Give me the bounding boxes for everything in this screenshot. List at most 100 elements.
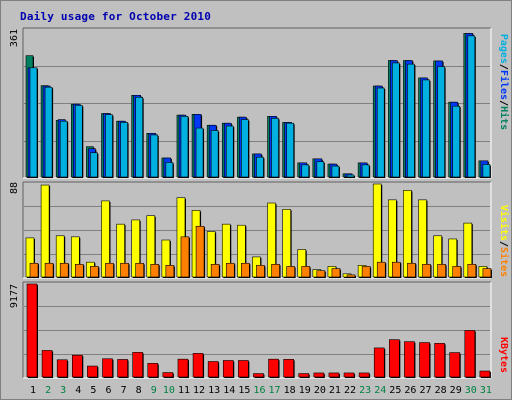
bar-pages-day-1 — [29, 67, 38, 178]
xtick-day-16: 16 — [253, 385, 265, 396]
bar-pages-day-7 — [120, 122, 128, 178]
xtick-day-29: 29 — [450, 385, 462, 396]
bar-sites-day-18 — [286, 266, 295, 278]
bar-kbytes-day-31 — [479, 370, 491, 378]
bar-pages-day-10 — [165, 162, 174, 178]
bar-sites-day-31 — [482, 268, 492, 278]
bar-kbytes-day-28 — [434, 343, 445, 378]
bar-kbytes-day-4 — [71, 354, 83, 378]
bar-sites-day-13 — [210, 264, 220, 278]
bar-sites-day-11 — [180, 236, 190, 278]
bar-kbytes-day-20 — [313, 372, 325, 378]
bar-pages-day-3 — [59, 120, 68, 178]
bar-sites-day-29 — [452, 266, 462, 278]
bar-sites-day-2 — [44, 262, 54, 278]
xtick-day-8: 8 — [136, 385, 142, 396]
bar-kbytes-day-21 — [328, 372, 340, 378]
xtick-day-9: 9 — [151, 385, 157, 396]
bar-sites-day-15 — [241, 262, 250, 278]
xtick-day-25: 25 — [389, 385, 401, 396]
bar-sites-day-16 — [256, 265, 265, 278]
bar-sites-day-8 — [135, 262, 144, 278]
bar-kbytes-day-30 — [464, 330, 476, 378]
bar-sites-day-14 — [225, 262, 235, 278]
bar-kbytes-day-6 — [102, 358, 113, 378]
bar-sites-day-28 — [437, 264, 446, 278]
bar-kbytes-day-18 — [283, 359, 294, 378]
bar-kbytes-day-8 — [132, 352, 143, 378]
bar-sites-day-5 — [90, 266, 99, 278]
bar-pages-day-21 — [331, 165, 340, 178]
bar-sites-day-30 — [467, 264, 477, 278]
xtick-day-23: 23 — [359, 385, 371, 396]
xtick-day-14: 14 — [223, 385, 235, 396]
xtick-day-24: 24 — [374, 385, 386, 396]
bar-pages-day-30 — [467, 35, 476, 178]
legend-files: Files — [498, 70, 510, 100]
bar-pages-day-16 — [256, 156, 264, 178]
bar-pages-day-26 — [407, 63, 415, 178]
bar-pages-day-8 — [135, 97, 143, 178]
bar-kbytes-day-26 — [404, 341, 415, 378]
bar-sites-day-27 — [422, 264, 431, 278]
bar-kbytes-day-16 — [253, 373, 264, 378]
bar-kbytes-day-15 — [238, 360, 249, 378]
xtick-day-6: 6 — [105, 385, 111, 396]
xtick-day-20: 20 — [314, 385, 326, 396]
xtick-day-10: 10 — [163, 385, 175, 396]
xtick-day-31: 31 — [480, 385, 492, 396]
bar-sites-day-4 — [74, 264, 84, 278]
bar-sites-day-17 — [271, 264, 280, 278]
bar-sites-day-22 — [346, 274, 356, 278]
bar-pages-day-23 — [361, 164, 370, 178]
xtick-day-5: 5 — [90, 385, 96, 396]
bar-sites-day-10 — [165, 265, 175, 278]
bar-pages-day-25 — [392, 62, 400, 178]
bar-kbytes-day-1 — [26, 283, 38, 378]
xtick-day-12: 12 — [193, 385, 205, 396]
visits-sites-legend: Visits/Sites — [498, 205, 510, 277]
bar-sites-day-19 — [301, 266, 311, 278]
bar-pages-day-2 — [44, 86, 53, 178]
xtick-day-1: 1 — [30, 385, 36, 396]
ytick-visits-max: 88 — [9, 182, 20, 194]
ytick-pages-max: 361 — [9, 29, 20, 47]
xtick-day-15: 15 — [238, 385, 250, 396]
xtick-day-26: 26 — [404, 385, 416, 396]
kbytes-legend: KBytes — [498, 337, 509, 373]
bar-pages-day-15 — [241, 119, 249, 178]
legend-separator: / — [498, 241, 509, 247]
bar-kbytes-day-17 — [268, 358, 279, 378]
bar-kbytes-day-10 — [162, 372, 174, 378]
xtick-day-28: 28 — [435, 385, 447, 396]
bar-sites-day-25 — [392, 261, 401, 278]
bar-kbytes-day-25 — [389, 339, 400, 378]
bar-kbytes-day-11 — [177, 358, 189, 378]
legend-separator: / — [498, 64, 509, 70]
bar-sites-day-24 — [376, 261, 386, 278]
bar-pages-day-19 — [301, 164, 310, 178]
legend-separator: / — [498, 100, 509, 106]
bar-pages-day-27 — [422, 79, 430, 178]
legend-kbytes: KBytes — [498, 337, 509, 373]
bar-pages-day-6 — [105, 114, 113, 178]
xtick-day-17: 17 — [269, 385, 281, 396]
pages-files-hits-legend: Pages/Files/Hits — [498, 34, 510, 130]
bar-kbytes-day-12 — [192, 353, 204, 378]
xtick-day-2: 2 — [45, 385, 51, 396]
bar-sites-day-3 — [59, 262, 69, 278]
xtick-day-19: 19 — [299, 385, 311, 396]
bar-pages-day-12 — [195, 127, 204, 178]
xtick-day-30: 30 — [465, 385, 477, 396]
bar-kbytes-day-29 — [449, 352, 461, 378]
bar-pages-day-20 — [316, 161, 325, 178]
legend-sites: Sites — [498, 247, 510, 277]
bar-pages-day-18 — [286, 122, 294, 178]
bar-pages-day-14 — [225, 125, 234, 178]
legend-visits: Visits — [498, 205, 510, 241]
bar-sites-day-12 — [195, 225, 205, 278]
bar-pages-day-31 — [482, 164, 491, 178]
xtick-day-4: 4 — [75, 385, 81, 396]
